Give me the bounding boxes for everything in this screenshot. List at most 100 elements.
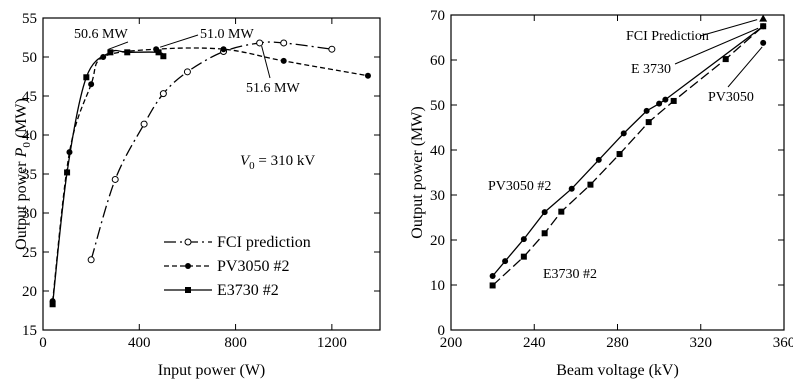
left-data-point — [107, 49, 114, 56]
legend-entry-label: PV3050 #2 — [217, 258, 289, 275]
left-x-tick-label: 1200 — [317, 335, 347, 351]
right-y-tick-label: 0 — [438, 323, 446, 339]
right-data-point — [643, 107, 650, 114]
right-x-tick-label: 200 — [440, 335, 463, 351]
right-series-label: E3730 #2 — [543, 267, 597, 282]
right-callouts: FCI Prediction E 3730 PV3050 PV3050 #2 E3730… — [488, 19, 763, 282]
left-callout-label: 51.0 MW — [200, 27, 254, 42]
left-y-tick-label: 20 — [22, 284, 37, 300]
left-callout-arrow — [261, 45, 271, 79]
right-callout-label: PV3050 — [708, 90, 754, 105]
left-data-point — [88, 81, 95, 88]
right-data-point — [489, 282, 496, 289]
right-data-point — [722, 56, 729, 63]
right-data-point — [558, 208, 565, 215]
legend-marker — [184, 238, 192, 246]
left-data-point — [140, 120, 148, 128]
left-callout-arrow — [159, 34, 199, 48]
left-y-axis-label: Output power P0 (MW) — [13, 98, 33, 250]
left-series — [49, 46, 371, 305]
left-x-axis-label: Input power (W) — [158, 362, 266, 379]
right-series — [489, 23, 767, 289]
right-x-tick-label: 320 — [690, 335, 713, 351]
left-voltage-annotation: V0 = 310 kV — [240, 153, 315, 172]
left-x-tick-label: 0 — [39, 335, 47, 351]
right-data-point — [541, 209, 548, 216]
left-data-point — [155, 49, 162, 56]
right-plot-frame — [450, 14, 785, 331]
left-y-axis-label-sub: 0 — [21, 142, 33, 148]
right-series-line — [492, 25, 764, 277]
left-y-tick-label: 30 — [22, 206, 37, 222]
right-y-tick-label: 70 — [430, 8, 445, 24]
left-callouts: 50.6 MW 51.0 MW 51.6 MW — [74, 27, 300, 96]
left-data-point — [83, 74, 90, 81]
right-series — [759, 14, 768, 22]
right-callout-arrow — [727, 46, 763, 88]
right-callout-arrow — [699, 19, 758, 37]
right-x-axis-label: Beam voltage (kV) — [556, 362, 679, 379]
left-data-point — [183, 68, 191, 76]
right-series-line — [492, 25, 764, 286]
right-y-tick-label: 40 — [430, 143, 445, 159]
left-chart: 0 400 800 1200 15 20 25 30 35 40 45 50 55 Input power… — [13, 11, 381, 379]
left-callout-label: 50.6 MW — [74, 27, 128, 42]
right-y-tick-label: 60 — [430, 53, 445, 69]
left-y-tick-label: 45 — [22, 89, 37, 105]
right-data-point — [759, 14, 768, 22]
left-data-point — [256, 39, 264, 47]
left-callout-label: 51.6 MW — [246, 81, 300, 96]
right-x-tick-label: 360 — [773, 335, 793, 351]
right-data-point — [541, 230, 548, 237]
right-series — [760, 39, 767, 46]
right-x-tick-label: 240 — [523, 335, 546, 351]
left-data-point — [280, 39, 288, 47]
right-data-point — [502, 258, 509, 265]
left-y-tick-label: 15 — [22, 323, 37, 339]
left-y-tick-label: 50 — [22, 50, 37, 66]
right-chart-svg: 200 240 280 320 360 0 10 20 30 40 50 60 70 Beam volta… — [409, 8, 793, 379]
left-annotation-sub: 0 — [249, 160, 255, 172]
left-y-tick-label: 35 — [22, 167, 37, 183]
left-data-point — [64, 169, 71, 176]
right-data-point — [520, 236, 527, 243]
left-y-tick-label: 55 — [22, 11, 37, 27]
right-series-label: PV3050 #2 — [488, 179, 551, 194]
right-callout-label: E 3730 — [631, 62, 671, 77]
left-data-point — [124, 49, 131, 56]
legend-entry-label: FCI prediction — [217, 234, 311, 251]
right-callout-label: FCI Prediction — [626, 29, 709, 44]
left-y-axis-label-text: Output power — [13, 157, 30, 249]
right-chart: 200 240 280 320 360 0 10 20 30 40 50 60 70 Beam volta… — [400, 0, 793, 386]
right-data-point — [520, 253, 527, 260]
right-data-point — [616, 151, 623, 158]
right-y-tick-label: 10 — [430, 278, 445, 294]
left-annotation-symbol: V — [240, 153, 251, 169]
left-series-line — [90, 41, 332, 260]
left-chart-svg: 0 400 800 1200 15 20 25 30 35 40 45 50 55 Input power… — [13, 11, 381, 379]
left-data-point — [328, 45, 336, 53]
right-data-point — [568, 185, 575, 192]
left-data-point — [159, 90, 167, 98]
right-y-tick-label: 50 — [430, 98, 445, 114]
left-data-point — [280, 57, 287, 64]
right-data-point — [489, 273, 496, 279]
left-data-point — [111, 175, 119, 183]
left-y-axis-label-unit: (MW) — [13, 98, 30, 142]
left-y-tick-label: 25 — [22, 245, 37, 261]
legend-marker — [185, 263, 191, 269]
left-data-point — [220, 46, 227, 53]
legend-entry-label: E3730 #2 — [217, 282, 279, 299]
left-series-line — [51, 49, 164, 305]
right-axes: 200 240 280 320 360 0 10 20 30 40 50 60 70 — [430, 8, 793, 351]
left-callout-arrow — [108, 41, 129, 50]
right-data-point — [595, 156, 602, 163]
left-data-point — [87, 256, 95, 264]
left-legend: FCI prediction PV3050 #2 E3730 #2 — [164, 234, 311, 299]
left-y-axis-label-symbol: P — [13, 147, 30, 158]
left-data-point — [364, 72, 371, 79]
left-data-point — [160, 53, 167, 60]
right-data-point — [645, 119, 652, 126]
left-data-point — [49, 301, 56, 308]
right-data-point — [587, 181, 594, 188]
